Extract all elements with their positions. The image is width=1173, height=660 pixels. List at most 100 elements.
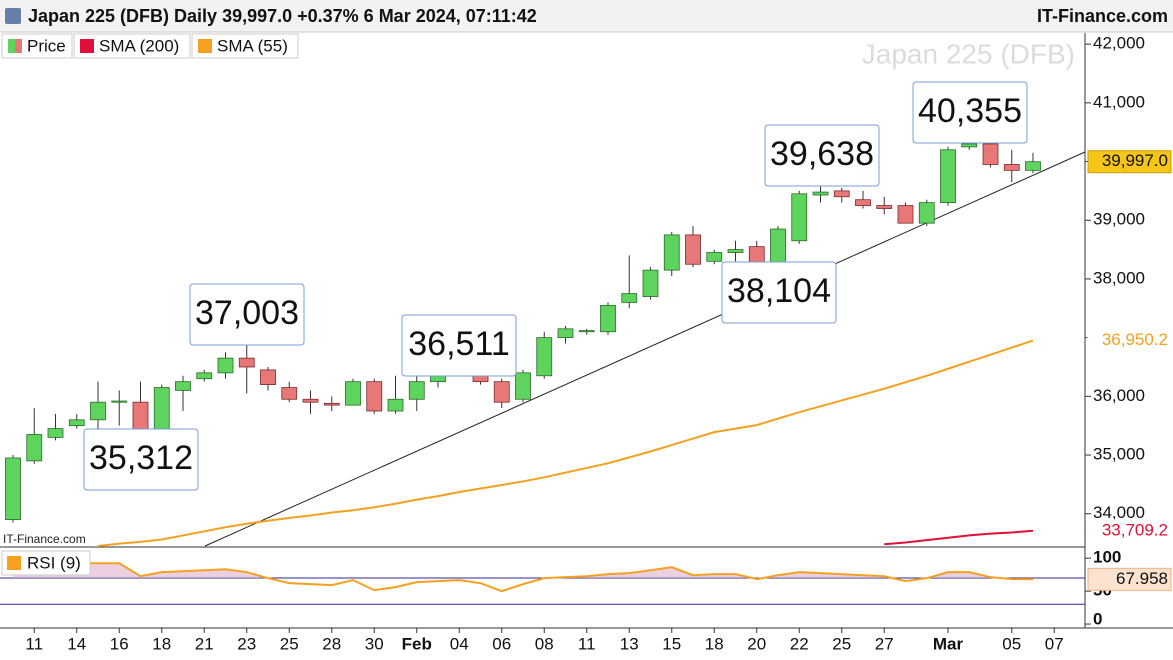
x-tick-label: 13 (620, 634, 639, 653)
annotation: 39,638 (770, 135, 874, 173)
candle-body (982, 143, 999, 165)
candle-body (47, 428, 64, 438)
x-tick-label: 18 (152, 634, 171, 653)
x-tick-label: Mar (933, 634, 964, 653)
demo-icon (5, 8, 21, 24)
annotation-box (83, 428, 199, 491)
candle-body (536, 337, 553, 377)
rsi-legend-label: RSI (9) (27, 553, 81, 572)
last-label: 39,997.0 (1102, 151, 1168, 170)
y-tick-label: 41,000 (1093, 92, 1145, 111)
legend-swatch (15, 39, 22, 53)
last-label: 33,709.2 (1102, 520, 1168, 539)
candle-body (68, 419, 85, 427)
annotation: 35,312 (89, 439, 193, 477)
candle-body (260, 369, 276, 385)
rsi-pane (0, 562, 1085, 605)
annotation: 38,104 (727, 272, 831, 310)
candle-body (281, 387, 298, 400)
candle-body (940, 149, 956, 204)
candle-body (1003, 164, 1020, 171)
annotation-box (764, 124, 880, 187)
annotation-box (401, 314, 517, 377)
y-tick-label: 36,000 (1093, 386, 1145, 405)
source: IT-Finance.com (3, 532, 86, 546)
x-tick-label: 22 (790, 634, 809, 653)
x-tick-label: 04 (450, 634, 469, 653)
candle-body (621, 293, 638, 303)
x-tick-label: 11 (578, 634, 596, 653)
candle-body (578, 330, 595, 333)
watermark: Japan 225 (DFB) (862, 38, 1075, 69)
candle-body (833, 190, 850, 198)
main-pane (5, 140, 1041, 547)
candle-body (408, 381, 425, 400)
candle-body (1025, 161, 1041, 171)
annotation: 36,511 (408, 325, 509, 363)
header-title: Japan 225 (DFB) Daily 39,997.0 +0.37% 6 … (28, 6, 537, 26)
x-tick-label: 25 (280, 634, 299, 653)
candle-body (706, 252, 723, 262)
x-tick-label: 20 (747, 634, 766, 653)
rsi-line (13, 562, 1034, 593)
candle-body (791, 193, 808, 242)
header-bar (0, 0, 1173, 32)
candle-body (642, 269, 659, 297)
x-tick-label: 15 (662, 634, 681, 653)
candle-body (132, 401, 149, 432)
x-tick-label: 07 (1045, 634, 1064, 653)
x-tick-label: Feb (402, 634, 432, 653)
x-tick-label: 30 (365, 634, 384, 653)
candle-body (663, 234, 680, 271)
trendline (204, 151, 1086, 547)
candle-body (855, 199, 871, 206)
x-tick-label: 16 (110, 634, 129, 653)
rsi-last-label: 67.958 (1116, 569, 1168, 588)
legend-label: SMA (200) (99, 36, 179, 55)
rsi-legend-swatch (7, 556, 21, 570)
candle-body (897, 205, 914, 224)
rsi-y-tick-label: 0 (1093, 609, 1102, 628)
candle-body (387, 398, 404, 412)
candle-body (26, 434, 43, 462)
x-tick-label: 27 (875, 634, 894, 653)
candle-body (493, 381, 510, 403)
x-tick-label: 21 (195, 634, 214, 653)
rsi-y-tick-label: 100 (1093, 548, 1121, 567)
y-tick-label: 39,000 (1093, 210, 1145, 229)
rsi-overbought-fill (13, 563, 999, 578)
y-tick-label: 42,000 (1093, 34, 1145, 53)
candle-body (111, 400, 128, 403)
candle-body (217, 357, 234, 374)
candle-body (153, 387, 170, 432)
last-label-box (1087, 150, 1172, 174)
legend-label: Price (27, 36, 66, 55)
annotation-box (912, 81, 1028, 144)
candle-body (557, 328, 574, 339)
legend-swatch (8, 39, 15, 53)
candle-body (175, 381, 191, 391)
candle-body (302, 398, 319, 403)
candle-body (90, 401, 106, 421)
candle-body (238, 357, 255, 368)
last-label: 36,950.2 (1102, 330, 1168, 349)
x-tick-label: 14 (67, 634, 86, 653)
x-tick-label: 18 (705, 634, 724, 653)
candle-body (812, 191, 829, 196)
header-site: IT-Finance.com (1037, 6, 1168, 26)
candle-body (770, 228, 786, 265)
candle-body (685, 234, 701, 265)
sma-line (97, 339, 1034, 547)
rsi-last-box (1087, 567, 1172, 591)
annotation-box (189, 283, 305, 346)
x-tick-label: 28 (322, 634, 341, 653)
y-tick-label: 34,000 (1093, 503, 1145, 522)
legend-swatch (80, 39, 94, 53)
last-label-box (1087, 329, 1172, 353)
legend-swatch (198, 39, 212, 53)
candle-body (600, 304, 616, 333)
candle-body (918, 202, 935, 224)
annotation-box (721, 261, 837, 324)
candle-body (515, 372, 531, 400)
